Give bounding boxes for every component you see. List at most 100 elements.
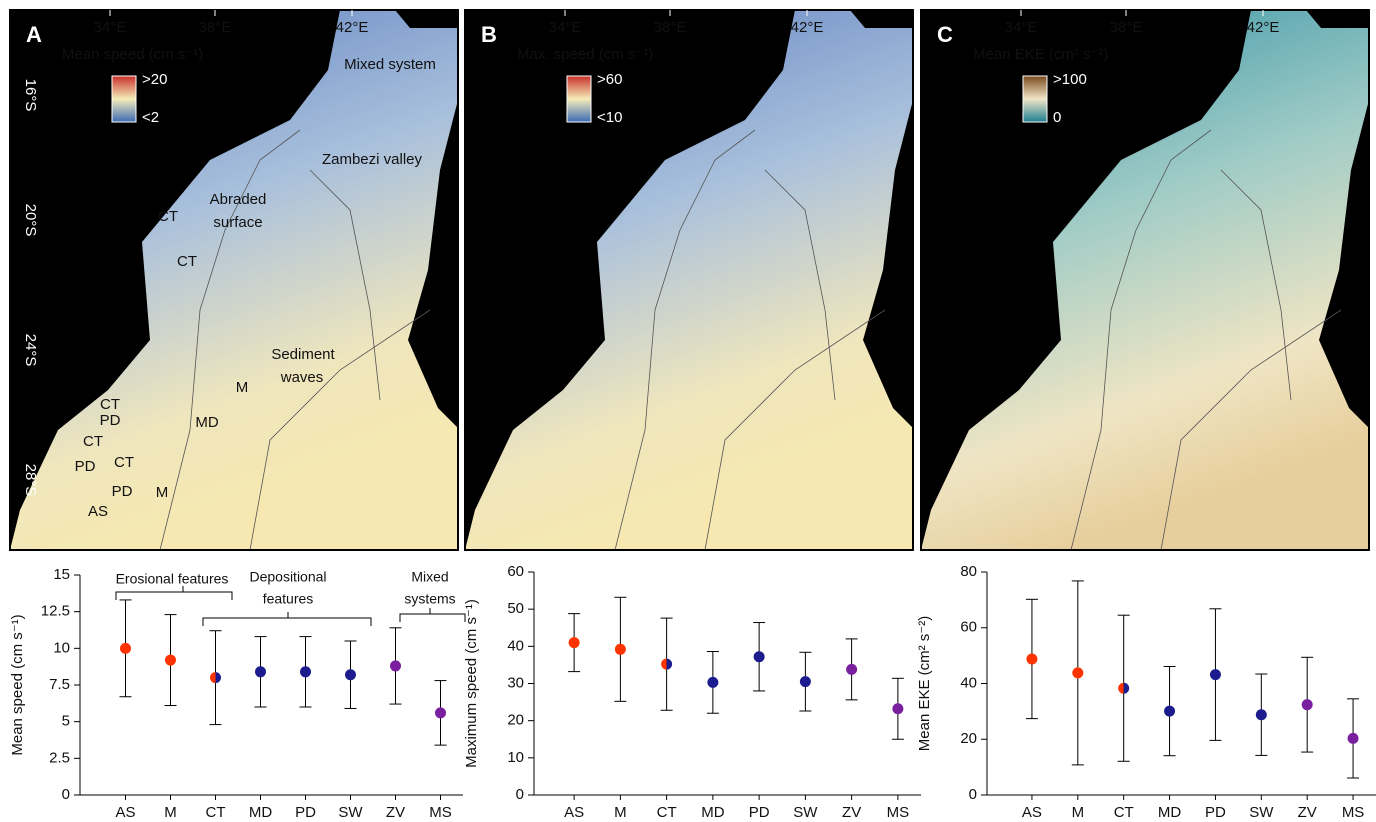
point: [300, 666, 311, 677]
x-tick-label: AS: [115, 804, 135, 821]
point: [435, 707, 446, 718]
map-panel: AMean speed (cm s⁻¹)>20<234°E38°E42°E16°…: [10, 10, 458, 550]
map-annotation: PD: [100, 412, 121, 429]
lon-label: 38°E: [1110, 19, 1143, 36]
x-tick-label: MS: [887, 804, 910, 821]
point: [754, 651, 765, 662]
map-annotation: AS: [88, 503, 108, 520]
group-label: features: [263, 591, 314, 607]
y-tick-label: 50: [507, 600, 524, 617]
point: [800, 676, 811, 687]
y-axis-label: Mean speed (cm s⁻¹): [9, 614, 26, 755]
point: [165, 655, 176, 666]
x-tick-label: M: [1072, 804, 1085, 821]
x-tick-label: SW: [793, 804, 818, 821]
legend-scale: [112, 76, 136, 122]
legend-title: Max. speed (cm s⁻¹): [517, 46, 653, 63]
y-tick-label: 2.5: [49, 749, 70, 766]
y-tick-label: 5: [62, 713, 70, 730]
y-tick-label: 15: [53, 566, 70, 583]
legend-low: 0: [1053, 109, 1061, 126]
x-tick-label: MD: [249, 804, 272, 821]
point: [846, 664, 857, 675]
y-tick-label: 7.5: [49, 676, 70, 693]
map-annotation: Sediment: [271, 346, 335, 363]
lon-label: 38°E: [654, 19, 687, 36]
group-bracket: [116, 592, 232, 600]
group-label: Erosional features: [116, 571, 229, 587]
lat-label: 28°S: [22, 464, 39, 497]
x-tick-label: SW: [338, 804, 363, 821]
legend-title: Mean speed (cm s⁻¹): [62, 46, 203, 63]
lon-label: 34°E: [549, 19, 582, 36]
point: [1256, 709, 1267, 720]
x-tick-label: MS: [429, 804, 452, 821]
y-axis-label: Mean EKE (cm² s⁻²): [916, 616, 933, 751]
point-half: [667, 659, 673, 670]
lon-label: 38°E: [199, 19, 232, 36]
x-tick-label: AS: [1022, 804, 1042, 821]
x-tick-label: CT: [1114, 804, 1134, 821]
y-tick-label: 0: [62, 786, 70, 803]
point: [345, 669, 356, 680]
map-annotation: CT: [100, 396, 120, 413]
point: [1348, 733, 1359, 744]
y-tick-label: 60: [960, 619, 977, 636]
panel-letter: A: [26, 22, 42, 47]
point: [1302, 699, 1313, 710]
point-half: [216, 672, 222, 683]
y-tick-label: 0: [516, 786, 524, 803]
panel-letter: C: [937, 22, 953, 47]
map-annotation: Abraded: [210, 191, 267, 208]
legend-high: >60: [597, 71, 622, 88]
point: [1210, 669, 1221, 680]
map-annotation: PD: [75, 458, 96, 475]
lat-label: 16°S: [22, 79, 39, 112]
x-tick-label: M: [164, 804, 177, 821]
y-tick-label: 40: [507, 637, 524, 654]
legend-low: <2: [142, 109, 159, 126]
legend-low: <10: [597, 109, 622, 126]
x-tick-label: CT: [206, 804, 226, 821]
map-annotation: PD: [112, 483, 133, 500]
x-tick-label: MD: [1158, 804, 1181, 821]
map-annotation: CT: [177, 253, 197, 270]
group-bracket: [203, 618, 371, 626]
x-tick-label: M: [614, 804, 627, 821]
lat-label: 24°S: [22, 334, 39, 367]
point-half: [210, 672, 215, 683]
x-tick-label: SW: [1249, 804, 1274, 821]
map-annotation: M: [236, 379, 249, 396]
point-half: [661, 659, 666, 670]
x-tick-label: ZV: [1298, 804, 1317, 821]
x-tick-label: CT: [657, 804, 677, 821]
map-annotation: CT: [114, 454, 134, 471]
map-panel: BMax. speed (cm s⁻¹)>60<1034°E38°E42°E: [465, 10, 913, 550]
map-panel: C Mean EKE (cm² s⁻²) >100 0 34°E 38°E 42°E: [921, 10, 1369, 550]
group-label: Depositional: [249, 569, 326, 585]
legend-scale: [1023, 76, 1047, 122]
point: [1072, 667, 1083, 678]
map-annotation: CT: [83, 433, 103, 450]
legend-high: >100: [1053, 71, 1087, 88]
point: [390, 660, 401, 671]
lon-label: 34°E: [1005, 19, 1038, 36]
y-tick-label: 20: [507, 712, 524, 729]
point: [255, 666, 266, 677]
legend-title: Mean EKE (cm² s⁻²): [973, 46, 1108, 63]
x-tick-label: MD: [701, 804, 724, 821]
point: [1026, 653, 1037, 664]
map-annotation: Zambezi valley: [322, 151, 423, 168]
panel-letter: B: [481, 22, 497, 47]
lat-label: 20°S: [22, 204, 39, 237]
y-tick-label: 40: [960, 674, 977, 691]
legend-scale: [567, 76, 591, 122]
lon-label: 42°E: [1247, 19, 1280, 36]
map-annotation: MD: [195, 414, 218, 431]
y-tick-label: 10: [53, 639, 70, 656]
map-annotation: CT: [158, 208, 178, 225]
map-annotation: waves: [280, 369, 324, 386]
group-label: systems: [404, 591, 455, 607]
x-tick-label: ZV: [842, 804, 861, 821]
